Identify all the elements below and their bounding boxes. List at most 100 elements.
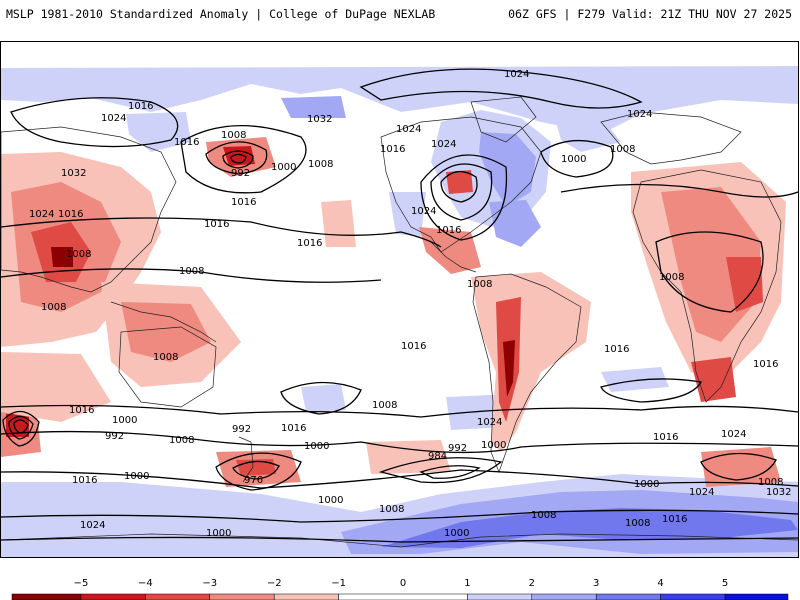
isobars — [1, 68, 798, 543]
colorbar-bins — [11, 593, 789, 600]
central-america-coast — [430, 241, 477, 273]
isobar-label: 1000 — [318, 495, 343, 506]
isobar-label: 1008 — [659, 272, 684, 283]
nepacific-blue-core — [281, 96, 346, 118]
colorbar-bin-neg4 — [80, 593, 146, 600]
isobar-label: 1024 — [477, 417, 502, 428]
isobar-swi-2 — [8, 415, 34, 440]
isobar-nwpac-low-1 — [205, 141, 268, 175]
isobar-label: 1016 — [128, 101, 153, 112]
siberia-blue — [556, 117, 621, 152]
isobar-label: 1008 — [379, 504, 404, 515]
isobar-label: 1000 — [481, 440, 506, 451]
isobar-label: 1008 — [610, 144, 635, 155]
isobar-label: 1008 — [221, 130, 246, 141]
colorbar-bin-white — [338, 593, 468, 600]
isobar-label: 1008 — [169, 435, 194, 446]
isobar-label: 1000 — [112, 415, 137, 426]
isobar-label: 992 — [232, 424, 251, 435]
isobar-label: 1008 — [625, 518, 650, 529]
isobar-us-low-2 — [430, 163, 493, 221]
isobar-southmost-2 — [1, 536, 798, 543]
isobar-label: 1024 — [627, 109, 652, 120]
colorbar-bin-pos3 — [595, 593, 661, 600]
isobar-label: 984 — [428, 451, 447, 462]
colorbar-bin-neg3 — [145, 593, 211, 600]
isobar-s-pac-1016 — [280, 381, 362, 415]
positive-anomaly-fields — [1, 66, 798, 557]
isobar-label: 1016 — [231, 197, 256, 208]
colorbar-bin-pos5 — [724, 593, 789, 600]
greenland-coast — [470, 96, 537, 143]
africa-coast — [632, 169, 782, 403]
isobar-1016-nw — [10, 97, 179, 148]
isobar-label: 1016 — [281, 423, 306, 434]
central-pacific-red — [321, 200, 356, 247]
isobar-nwpac-low-2 — [222, 150, 254, 169]
east-africa-core — [726, 257, 763, 312]
isobar-label: 1016 — [174, 137, 199, 148]
colorbar-bin-neg2 — [209, 593, 275, 600]
isobar-sh-984 — [419, 465, 481, 479]
australia-coast — [118, 326, 217, 408]
isobar-label: 1016 — [297, 238, 322, 249]
isobar-label: 1008 — [372, 400, 397, 411]
isobar-nwpac-low-3 — [230, 153, 247, 164]
isobar-label: 1032 — [61, 168, 86, 179]
europe-coast — [600, 111, 742, 165]
isobar-sh-992 — [378, 457, 503, 484]
isobar-label: 1016 — [69, 405, 94, 416]
colorbar-tick-label: 3 — [593, 578, 599, 589]
isobar-label: 1008 — [531, 510, 556, 521]
negative-anomaly-fields — [1, 137, 786, 487]
isobar-label: 1016 — [436, 225, 461, 236]
isobar-label: 1000 — [271, 162, 296, 173]
isobar-label: 1016 — [653, 432, 678, 443]
tropical-pacific-red — [1, 352, 111, 422]
colorbar-tick-label: 5 — [722, 578, 728, 589]
colorbar-bin-neg1 — [273, 593, 339, 600]
southern-ocean-blue-core — [381, 508, 798, 548]
isobar-label: 1000 — [561, 154, 586, 165]
isobar-label: 1016 — [58, 209, 83, 220]
colorbar-tick-label: 4 — [657, 578, 663, 589]
isobar-label: 1008 — [66, 249, 91, 260]
isobar-label: 1016 — [72, 475, 97, 486]
south-atlantic-blue — [601, 367, 669, 392]
colorbar-tick-labels: −5 −4 −3 −2 −1 0 1 2 3 4 5 — [74, 578, 729, 589]
colorbar-tick-label: 0 — [400, 578, 406, 589]
isobar-label: 1024 — [504, 69, 529, 80]
nw-atlantic-blue — [489, 200, 541, 247]
isobar-label: 1008 — [308, 159, 333, 170]
anomaly-map[interactable]: 1024 1016 1024 1008 1016 992 1000 1008 1… — [0, 41, 799, 558]
isobar-swi-3 — [13, 419, 29, 434]
colorbar-bin-pos1 — [467, 593, 533, 600]
isobar-southmost-1 — [1, 509, 798, 523]
isobar-sh-1000 — [1, 469, 798, 489]
isobar-label: 1024 — [80, 520, 105, 531]
isobar-label: 976 — [244, 475, 263, 486]
model-valid-time: 06Z GFS | F279 Valid: 21Z THU NOV 27 202… — [508, 7, 792, 21]
anomaly-colorbar: −5 −4 −3 −2 −1 0 1 2 3 4 5 — [11, 578, 789, 600]
isobar-label: 1008 — [41, 302, 66, 313]
north-america-coast — [380, 116, 542, 253]
colorbar-tick-label: −2 — [267, 578, 282, 589]
maritime-red-mid — [121, 302, 211, 362]
isobar-label: 992 — [448, 443, 467, 454]
south-pacific-blue — [301, 384, 346, 412]
isobar-sh-1008 — [1, 430, 798, 454]
colorbar-tick-label: 2 — [529, 578, 535, 589]
isobar-africa-1008 — [655, 231, 764, 313]
andes-red-core — [503, 340, 515, 397]
isobar-label: 1016 — [753, 359, 778, 370]
isobar-tasman-1 — [215, 452, 302, 491]
isobar-label: 1008 — [179, 266, 204, 277]
isobar-label: 992 — [105, 431, 124, 442]
isobar-label: 1024 — [396, 124, 421, 135]
isobar-label: 1016 — [380, 144, 405, 155]
isobar-tasman-2 — [232, 460, 280, 480]
isobar-label: 1016 — [204, 219, 229, 230]
isobar-us-low-1 — [440, 170, 478, 203]
arctic-blue-band — [1, 66, 798, 134]
us-west-blue — [389, 192, 426, 237]
